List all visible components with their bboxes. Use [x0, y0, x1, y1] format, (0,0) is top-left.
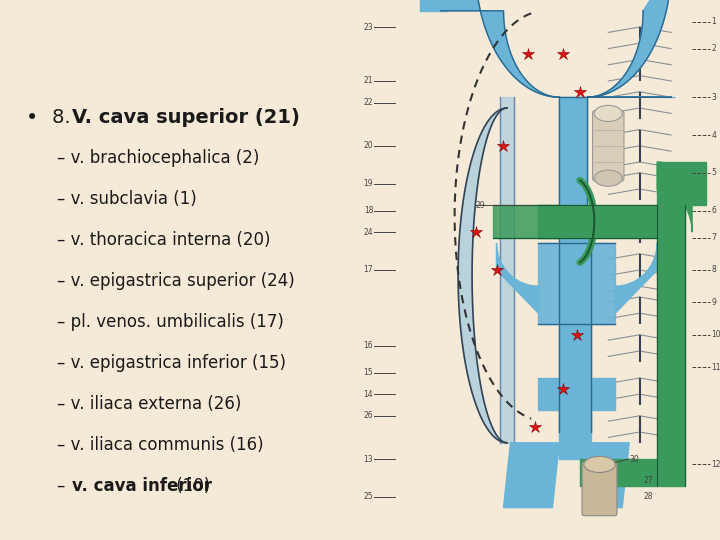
Text: 9: 9 [711, 298, 716, 307]
Polygon shape [615, 243, 657, 313]
Text: – v. iliaca externa (26): – v. iliaca externa (26) [58, 395, 242, 413]
Polygon shape [584, 443, 629, 508]
Text: 7: 7 [711, 233, 716, 242]
Text: –: – [58, 477, 71, 495]
Text: – v. subclavia (1): – v. subclavia (1) [58, 190, 197, 208]
Text: 14: 14 [364, 390, 373, 399]
Polygon shape [657, 205, 685, 486]
Text: 18: 18 [364, 206, 373, 215]
Polygon shape [588, 0, 671, 97]
Text: 28: 28 [643, 492, 652, 501]
Polygon shape [539, 243, 615, 324]
Polygon shape [580, 459, 657, 486]
Polygon shape [497, 243, 539, 313]
Text: – v. epigastrica superior (24): – v. epigastrica superior (24) [58, 272, 295, 290]
Text: 5: 5 [711, 168, 716, 177]
Polygon shape [559, 97, 588, 232]
Text: 2: 2 [711, 44, 716, 53]
FancyBboxPatch shape [593, 111, 624, 181]
Text: 27: 27 [643, 476, 653, 485]
Polygon shape [503, 443, 559, 508]
Ellipse shape [594, 105, 622, 122]
Polygon shape [500, 97, 514, 443]
Text: (10): (10) [171, 477, 210, 495]
Text: – v. brachiocephalica (2): – v. brachiocephalica (2) [58, 149, 260, 167]
Text: 20: 20 [364, 141, 373, 150]
Polygon shape [441, 0, 559, 97]
Polygon shape [559, 232, 591, 432]
Text: 12: 12 [711, 460, 720, 469]
Polygon shape [458, 108, 507, 443]
Text: 3: 3 [711, 93, 716, 102]
Text: 26: 26 [364, 411, 373, 420]
Text: 22: 22 [364, 98, 373, 107]
Text: 11: 11 [711, 363, 720, 372]
Polygon shape [539, 378, 615, 459]
Text: – v. iliaca communis (16): – v. iliaca communis (16) [58, 436, 264, 454]
Text: v. cava inferior: v. cava inferior [72, 477, 212, 495]
Text: 29: 29 [475, 201, 485, 210]
Text: 17: 17 [364, 266, 373, 274]
Text: 23: 23 [364, 23, 373, 31]
Text: – v. epigastrica inferior (15): – v. epigastrica inferior (15) [58, 354, 287, 372]
FancyBboxPatch shape [582, 462, 617, 516]
Text: V. cava superior (21): V. cava superior (21) [72, 108, 300, 127]
Text: 8: 8 [711, 266, 716, 274]
Ellipse shape [594, 170, 622, 186]
Text: 15: 15 [364, 368, 373, 377]
Polygon shape [420, 0, 448, 11]
Text: 13: 13 [364, 455, 373, 463]
Text: 10: 10 [711, 330, 720, 339]
Text: 21: 21 [364, 77, 373, 85]
Text: 30: 30 [629, 455, 639, 463]
Text: – v. thoracica interna (20): – v. thoracica interna (20) [58, 231, 271, 249]
Text: 6: 6 [711, 206, 716, 215]
Polygon shape [539, 205, 657, 238]
Text: 19: 19 [364, 179, 373, 188]
Polygon shape [657, 162, 692, 232]
Ellipse shape [584, 456, 616, 472]
Text: 1: 1 [711, 17, 716, 26]
Text: 25: 25 [364, 492, 373, 501]
Text: 8.: 8. [52, 108, 77, 127]
Text: – pl. venos. umbilicalis (17): – pl. venos. umbilicalis (17) [58, 313, 284, 331]
Text: 4: 4 [711, 131, 716, 139]
Text: •: • [26, 108, 38, 128]
Polygon shape [657, 162, 706, 205]
Text: 24: 24 [364, 228, 373, 237]
Text: 16: 16 [364, 341, 373, 350]
Polygon shape [493, 205, 559, 238]
